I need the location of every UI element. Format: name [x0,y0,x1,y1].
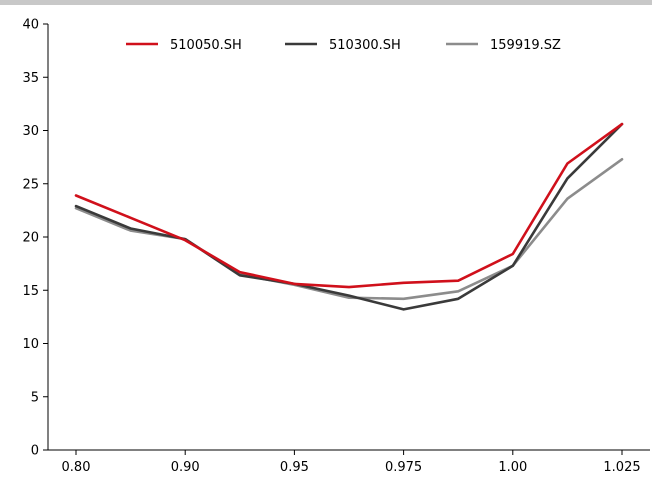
legend-label: 510050.SH [170,38,242,53]
legend-label: 159919.SZ [490,38,561,53]
y-tick-label: 20 [22,231,39,246]
x-tick-label: 0.95 [280,460,309,475]
y-tick-label: 40 [22,18,39,33]
y-tick-label: 35 [22,71,39,86]
y-tick-label: 0 [31,444,39,459]
x-tick-label: 1.025 [603,460,640,475]
series-lines [74,122,624,311]
series-line-510050-sh [74,122,624,289]
x-tick-label: 0.80 [62,460,91,475]
y-tick-label: 5 [31,390,39,405]
x-tick-label: 1.00 [498,460,527,475]
series-line-510300-sh [74,122,624,311]
y-tick-label: 10 [22,337,39,352]
top-border-strip [0,0,652,5]
y-tick-label: 25 [22,177,39,192]
y-tick-label: 15 [22,284,39,299]
legend: 510050.SH 510300.SH 159919.SZ [126,38,561,53]
axes [47,24,650,451]
x-tick-label: 0.90 [171,460,200,475]
legend-label: 510300.SH [329,38,401,53]
y-axis-ticks: 0 5 10 15 20 25 30 35 40 [22,18,48,459]
x-tick-label: 0.975 [385,460,422,475]
y-tick-label: 30 [22,124,39,139]
x-axis-ticks: 0.80 0.90 0.95 0.975 1.00 1.025 [62,450,641,475]
